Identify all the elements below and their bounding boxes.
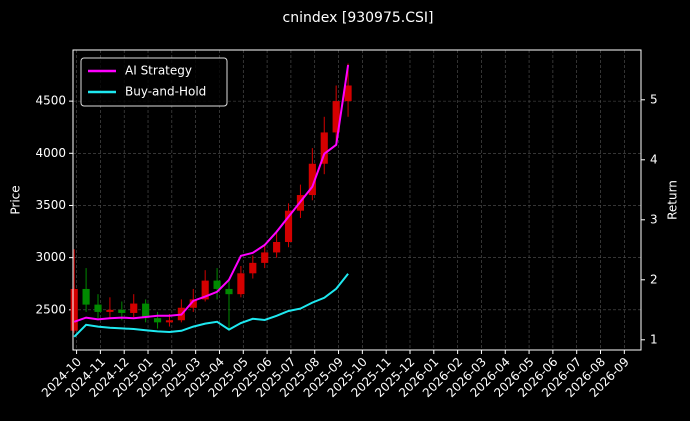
y2-tick-label: 1: [650, 332, 658, 346]
candle-body: [189, 299, 197, 308]
legend-label: Buy-and-Hold: [125, 85, 206, 99]
chart-title: cnindex [930975.CSI]: [283, 10, 434, 26]
candle-body: [249, 262, 257, 274]
candle-body: [320, 132, 328, 164]
candle-body: [332, 101, 340, 133]
series-line: [73, 273, 349, 338]
candle-body: [165, 320, 174, 323]
candle-body: [70, 288, 78, 331]
candle-body: [142, 303, 150, 319]
legend: AI Strategy Buy-and-Hold: [80, 57, 228, 107]
candle-body: [153, 318, 162, 323]
y2-axis-label: Return: [666, 180, 680, 220]
y-tick-label: 2500: [35, 302, 66, 316]
plot-frame: [72, 49, 642, 351]
candle-body: [261, 252, 269, 263]
y2-tick-label: 5: [650, 92, 658, 106]
candle-body: [225, 288, 233, 295]
y2-tick-label: 4: [650, 152, 658, 166]
y-axis-label: Price: [9, 185, 23, 214]
y-tick-label: 4000: [35, 146, 66, 160]
y-tick-label: 3500: [35, 198, 66, 212]
candle-body: [273, 242, 281, 253]
candle-body: [106, 309, 114, 312]
candle-body: [308, 163, 316, 196]
candle-body: [82, 288, 90, 305]
series-line: [73, 64, 350, 323]
legend-label: AI Strategy: [125, 64, 192, 78]
y-tick-label: 4500: [35, 94, 66, 108]
legend-box: [80, 57, 228, 107]
candle-body: [130, 303, 138, 313]
candle-body: [201, 280, 209, 300]
candle-body: [213, 280, 221, 289]
candle-body: [118, 309, 126, 313]
candle-body: [344, 85, 352, 102]
y-tick-label: 3000: [35, 250, 66, 264]
candle-body: [94, 304, 102, 312]
candle-body: [237, 273, 245, 295]
candle-body: [284, 210, 293, 242]
y2-tick-label: 2: [650, 272, 658, 286]
y2-tick-label: 3: [650, 212, 658, 226]
